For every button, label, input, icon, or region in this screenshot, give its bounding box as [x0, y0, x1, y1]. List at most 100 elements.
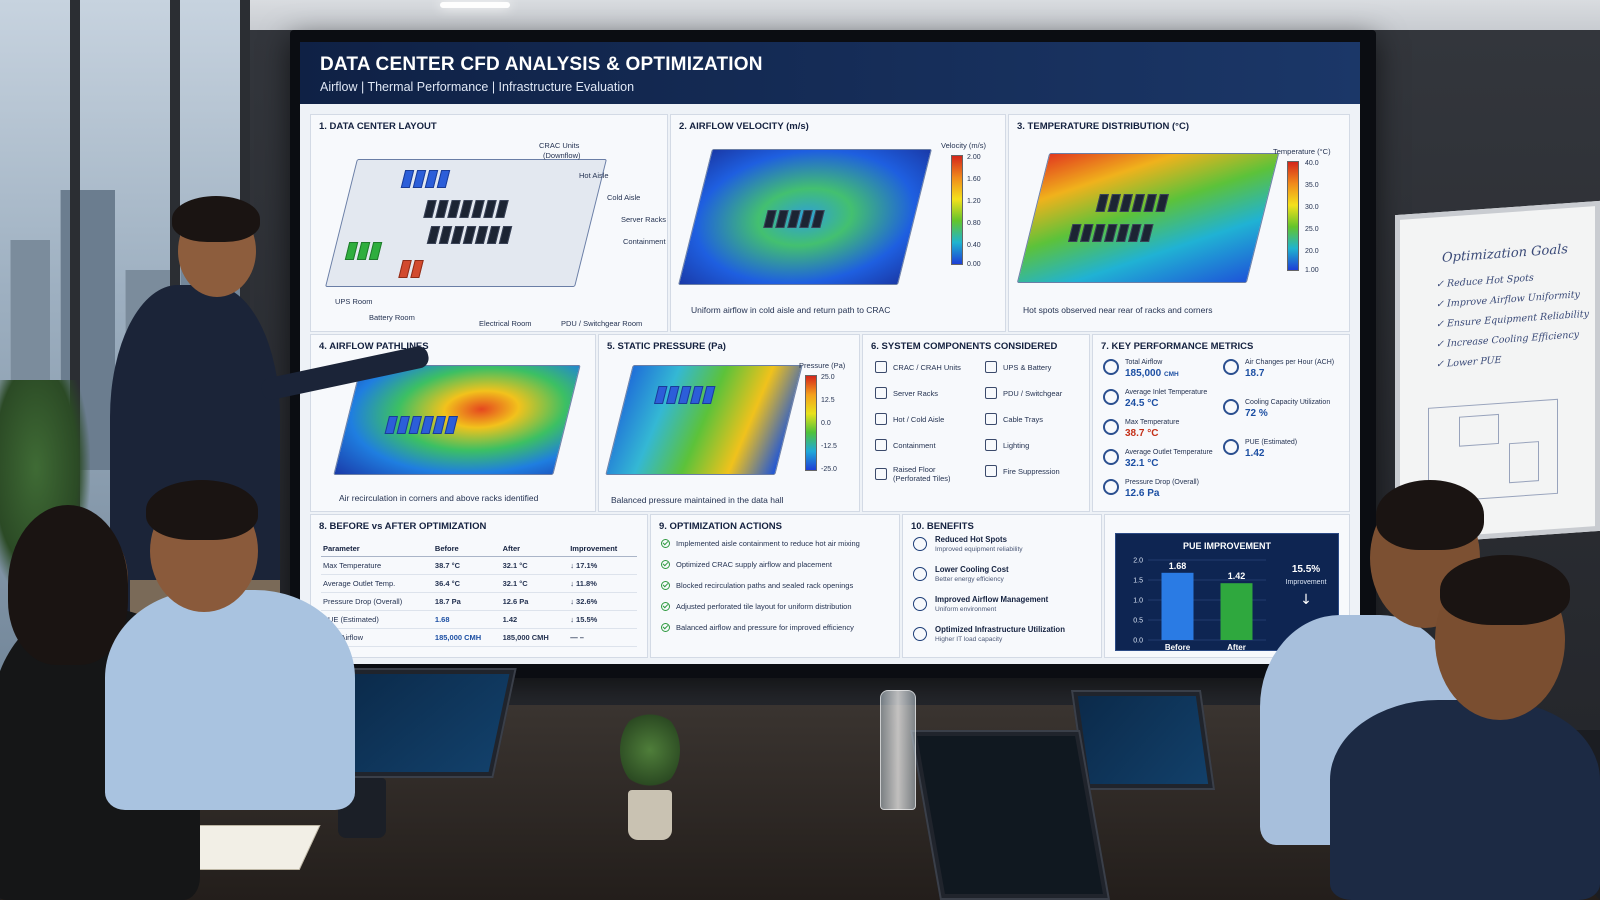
legend-title: Pressure (Pa): [799, 361, 846, 370]
bar-data-label: 1.42: [1228, 571, 1246, 581]
whiteboard-item: ✓ Increase Cooling Efficiency: [1436, 329, 1580, 351]
component-label: Raised Floor: [893, 465, 936, 474]
cell-parameter: Max Temperature: [321, 556, 433, 575]
metric-text: PUE (Estimated) 1.42: [1245, 439, 1297, 459]
metric-number: 24.5 °C: [1125, 398, 1159, 409]
component-label: PDU / Switchgear: [1003, 388, 1063, 398]
panel-title: 3. TEMPERATURE DISTRIBUTION (°C): [1017, 121, 1189, 132]
cell-parameter: Average Outlet Temp.: [321, 574, 433, 593]
metric-text: Average Outlet Temperature 32.1 °C: [1125, 449, 1213, 469]
panel-title: 10. BENEFITS: [911, 521, 974, 532]
lightbulb-icon: [985, 439, 997, 451]
screen-title: DATA CENTER CFD ANALYSIS & OPTIMIZATION: [320, 54, 763, 75]
y-tick-label: 0.0: [1133, 638, 1143, 645]
panel-title: 7. KEY PERFORMANCE METRICS: [1101, 341, 1254, 352]
metric-text: Air Changes per Hour (ACH) 18.7: [1245, 359, 1334, 379]
laptop: [910, 730, 1110, 900]
component-item: PDU / Switchgear: [985, 387, 1062, 399]
bar-data-label: 1.68: [1169, 561, 1187, 571]
metric-number: 32.1 °C: [1125, 458, 1159, 469]
benefit-text: Reduced Hot Spots Improved equipment reli…: [935, 535, 1023, 553]
wall-display: DATA CENTER CFD ANALYSIS & OPTIMIZATION …: [300, 42, 1360, 664]
check-circle-icon: [661, 602, 670, 611]
velocity-contour: [678, 149, 932, 285]
metric-item: Total Airflow 185,000 CMH: [1103, 359, 1179, 379]
action-item: Blocked recirculation paths and sealed r…: [661, 581, 853, 590]
legend-tick: 2.00: [967, 154, 981, 161]
component-item: Server Racks: [875, 387, 938, 399]
benefit-text: Optimized Infrastructure Utilization High…: [935, 625, 1065, 643]
metric-item: Average Inlet Temperature 24.5 °C: [1103, 389, 1207, 409]
action-label: Adjusted perforated tile layout for unif…: [676, 602, 852, 611]
potted-plant: [610, 710, 690, 850]
legend-tick: 12.5: [821, 397, 835, 404]
table-row: Average Outlet Temp. 36.4 °C 32.1 °C ↓ 11.8…: [321, 574, 637, 593]
column-header: After: [500, 541, 569, 557]
metric-item: Cooling Capacity Utilization 72 %: [1223, 399, 1330, 419]
metric-value: 18.7: [1245, 368, 1265, 379]
panel-optimization-actions: 9. OPTIMIZATION ACTIONS Implemented aisl…: [650, 514, 900, 658]
callout-ups-room: UPS Room: [335, 297, 373, 306]
component-item: Lighting: [985, 439, 1029, 451]
callout-pdu-room: PDU / Switchgear Room: [561, 319, 643, 328]
pue-chart: PUE IMPROVEMENT 2.0 1.5 1.0 0.5 0.0 1.68 Befor…: [1115, 533, 1339, 652]
metric-text: Cooling Capacity Utilization 72 %: [1245, 399, 1330, 419]
panel-title: 4. AIRFLOW PATHLINES: [319, 341, 429, 352]
panel-caption: Uniform airflow in cold aisle and return…: [691, 305, 891, 315]
air-change-icon: [1223, 359, 1239, 375]
whiteboard-item: ✓ Ensure Equipment Reliability: [1436, 308, 1589, 331]
check-circle-icon: [661, 623, 670, 632]
component-label-wrap: Containment: [893, 441, 936, 450]
improvement-value: 15.5%: [1292, 564, 1320, 575]
pathlines-visual: [333, 365, 581, 475]
metric-value: 72 %: [1245, 408, 1268, 419]
metric-number: 38.7 °C: [1125, 428, 1159, 439]
fire-extinguisher-icon: [985, 465, 997, 477]
component-item: Hot / Cold Aisle: [875, 413, 944, 425]
panel-caption: Hot spots observed near rear of racks an…: [1023, 305, 1213, 315]
metric-text: Total Airflow 185,000 CMH: [1125, 359, 1179, 379]
panel-key-metrics: 7. KEY PERFORMANCE METRICS Total Airflow…: [1092, 334, 1350, 512]
speedometer-icon: [1223, 439, 1239, 455]
improvement-label: Improvement: [1286, 579, 1327, 586]
window-frame: [70, 0, 80, 720]
cell-improvement: ↓ 11.8%: [568, 574, 637, 593]
benefit-desc: Higher IT load capacity: [935, 636, 1003, 643]
thermometer-benefit-icon: [913, 537, 927, 551]
metric-number: 12.6 Pa: [1125, 488, 1160, 499]
cell-before: 18.7 Pa: [432, 592, 501, 611]
component-label-wrap: Hot / Cold Aisle: [893, 415, 944, 424]
cell-after: 32.1 °C: [500, 574, 569, 593]
action-item: Balanced airflow and pressure for improv…: [661, 623, 854, 632]
whiteboard-item: ✓ Lower PUE: [1436, 354, 1502, 371]
metric-label: Cooling Capacity Utilization: [1245, 399, 1331, 406]
check-circle-icon: [661, 581, 670, 590]
component-item: Fire Suppression: [985, 465, 1060, 477]
legend-tick: 1.00: [1305, 267, 1319, 274]
benefit-title: Lower Cooling Cost: [935, 565, 1009, 574]
benefit-title: Reduced Hot Spots: [935, 535, 1007, 544]
metric-value: 24.5 °C: [1125, 398, 1207, 409]
thermometer-icon: [1103, 389, 1119, 405]
column-header: Parameter: [321, 541, 433, 557]
panel-benefits: 10. BENEFITS Reduced Hot Spots Improved e…: [902, 514, 1102, 658]
benefit-item: Lower Cooling Cost Better energy efficien…: [913, 565, 1009, 583]
containment-icon: [875, 439, 887, 451]
component-item: Cable Trays: [985, 413, 1043, 425]
component-label-wrap: Raised Floor (Perforated Tiles): [893, 465, 951, 483]
component-label-wrap: CRAC / CRAH Units: [893, 363, 961, 372]
metric-label: Air Changes per Hour (ACH): [1245, 359, 1335, 366]
velocity-legend-bar: [951, 155, 963, 265]
callout-containment: Containment: [623, 237, 666, 246]
metric-value: 1.42: [1245, 448, 1265, 459]
benefit-item: Reduced Hot Spots Improved equipment reli…: [913, 535, 1023, 553]
water-bottle: [880, 690, 916, 810]
component-item: Containment: [875, 439, 936, 451]
benefit-item: Optimized Infrastructure Utilization High…: [913, 625, 1065, 643]
pressure-legend-bar: [805, 375, 817, 471]
benefit-desc: Uniform environment: [935, 606, 997, 613]
legend-tick: -12.5: [821, 443, 837, 450]
metric-label: Average Outlet Temperature: [1125, 449, 1213, 456]
benefit-text: Lower Cooling Cost Better energy efficien…: [935, 565, 1009, 583]
dollar-icon: [913, 567, 927, 581]
